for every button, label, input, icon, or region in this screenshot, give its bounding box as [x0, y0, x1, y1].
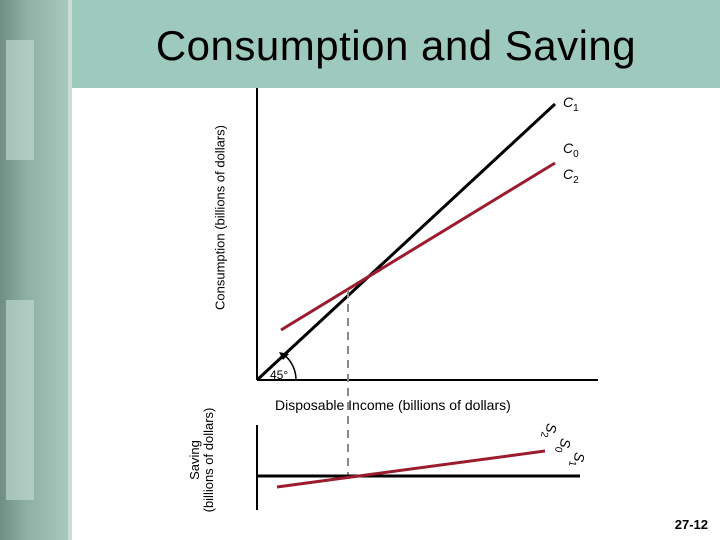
decorative-left-panel: [0, 0, 68, 540]
content-area: [72, 88, 720, 540]
c0-line: [280, 161, 556, 332]
slide-number: 27-12: [674, 517, 708, 532]
s1-label: S1: [565, 451, 588, 468]
s0-line: [276, 449, 546, 489]
c1-line: [255, 102, 557, 382]
c1-label: C1: [563, 94, 579, 114]
c2-label: C2: [563, 166, 579, 186]
angle-arrow: [279, 352, 289, 360]
c0-label: C0: [563, 140, 579, 160]
angle-label: 45°: [270, 368, 289, 382]
income-axis-label: Disposable Income (billions of dollars): [275, 397, 511, 413]
frame-edge: [68, 0, 72, 540]
slide-title: Consumption and Saving: [155, 22, 637, 69]
